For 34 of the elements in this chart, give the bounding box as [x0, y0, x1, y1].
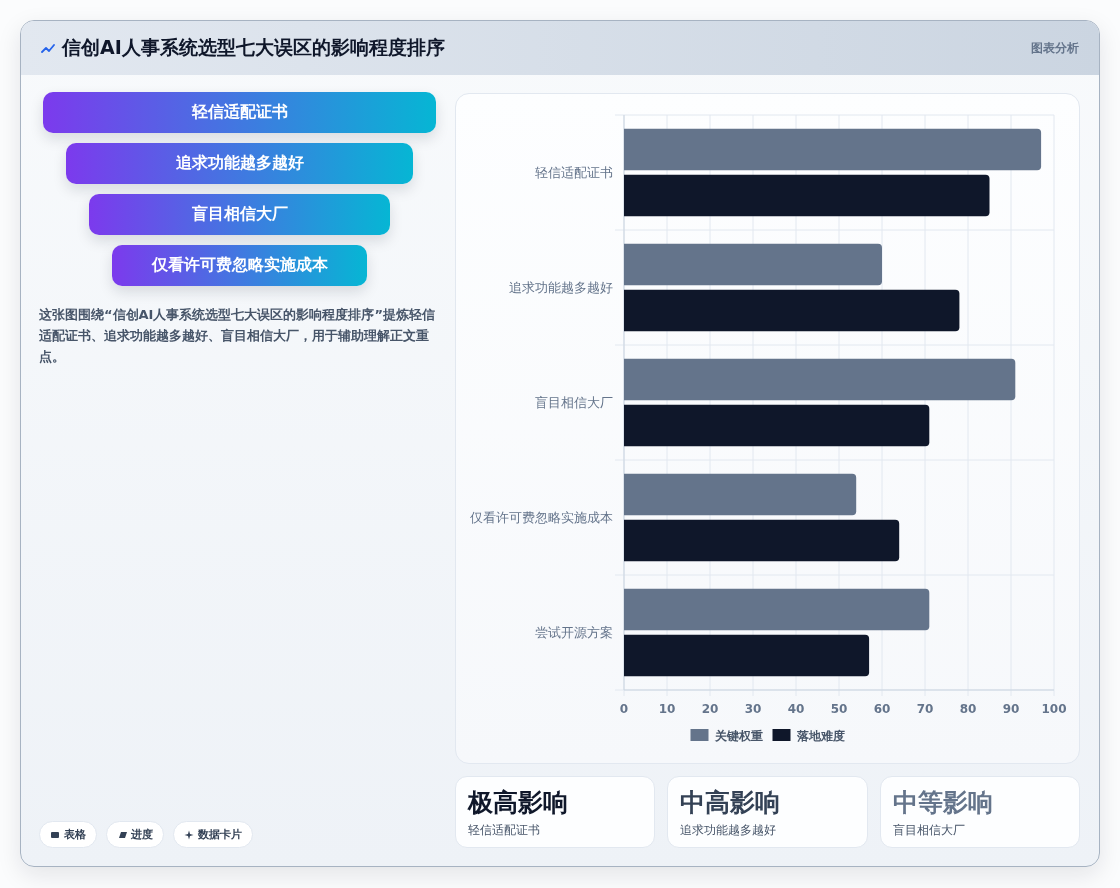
y-tick-label: 盲目相信大厂 — [535, 395, 613, 410]
category-label: 仅看许可费忽略实施成本 — [112, 245, 367, 286]
text: 轻信适配证书 — [468, 822, 540, 839]
x-tick-label: 50 — [830, 702, 848, 716]
category-label: 追求功能越多越好 — [66, 143, 413, 184]
category-label: 轻信适配证书 — [43, 92, 436, 133]
x-tick-label: 10 — [658, 702, 676, 716]
x-tick-label: 70 — [916, 702, 934, 716]
category-label: 中等影响 — [892, 787, 993, 819]
y-tick-label: 仅看许可费忽略实施成本 — [470, 510, 613, 525]
text: 图表分析 — [1031, 40, 1079, 57]
legend-label: 落地难度 — [795, 728, 845, 743]
x-tick-label: 60 — [873, 702, 891, 716]
x-tick-label: 20 — [701, 702, 719, 716]
text: 盲目相信大厂 — [892, 822, 965, 839]
text: 数据卡片 — [198, 827, 242, 842]
x-tick-label: 40 — [787, 702, 805, 716]
y-tick-label: 轻信适配证书 — [535, 165, 613, 180]
text: 这张图围绕“信创AI人事系统选型七大误区的影响程度排序”提炼轻信适配证书、追求功能越多越好、盲目相信大厂，用于辅助理解正文重点。 — [39, 306, 436, 366]
x-tick-label: 100 — [1041, 702, 1067, 716]
category-label: 中高影响 — [680, 787, 781, 819]
text: 追求功能越多越好 — [680, 822, 777, 839]
category-label: 极高影响 — [468, 787, 568, 819]
text: 信创AI人事系统选型七大误区的影响程度排序 — [62, 35, 445, 60]
category-label: 盲目相信大厂 — [89, 194, 390, 235]
x-tick-label: 30 — [744, 702, 762, 716]
y-tick-label: 尝试开源方案 — [535, 625, 613, 640]
legend-label: 关键权重 — [713, 728, 763, 743]
text: 进度 — [131, 827, 153, 842]
x-tick-label: 80 — [959, 702, 977, 716]
x-tick-label: 90 — [1002, 702, 1020, 716]
y-tick-label: 追求功能越多越好 — [509, 280, 613, 295]
text: 表格 — [64, 827, 86, 842]
x-tick-label: 0 — [619, 702, 629, 716]
